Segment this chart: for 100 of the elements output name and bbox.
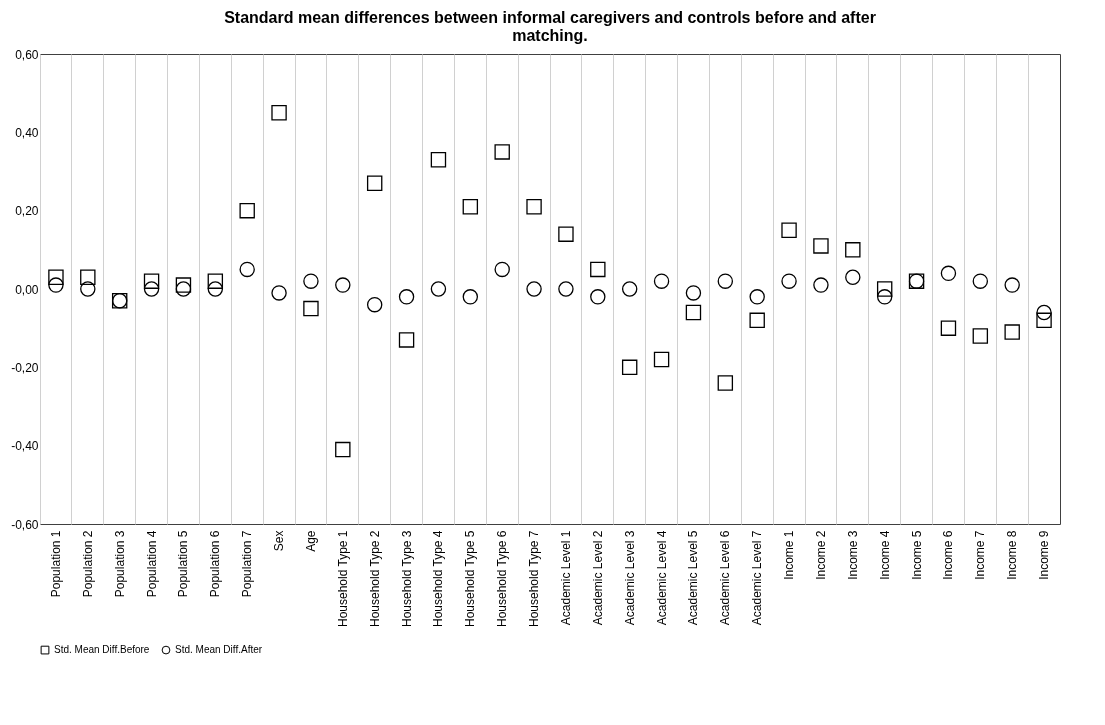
x-tick-label: Household Type 3	[399, 530, 414, 628]
x-tick-label: Household Type 4	[431, 530, 446, 628]
point	[462, 289, 479, 305]
point	[749, 312, 765, 329]
x-tick-label: Population 6	[208, 530, 223, 598]
point	[239, 261, 255, 278]
x-tick-label: Income 4	[877, 530, 892, 580]
x-tick-label: Academic Level 3	[622, 530, 637, 626]
point	[1004, 324, 1020, 340]
y-tick-label: -0,20	[11, 360, 39, 375]
x-tick-label: Income 2	[813, 530, 828, 580]
x-tick-label: Household Type 6	[495, 530, 510, 628]
point	[335, 441, 351, 458]
legend-label: Std. Mean Diff.After	[175, 644, 263, 656]
legend-label: Std. Mean Diff.Before	[54, 644, 150, 656]
point	[685, 304, 702, 321]
x-tick-label: Academic Level 4	[654, 530, 669, 626]
text: Standard mean differences between informal caregivers and controls before and after	[224, 9, 876, 26]
point	[48, 269, 64, 285]
point	[972, 328, 989, 344]
x-tick-label: Income 1	[782, 530, 797, 580]
point	[494, 261, 510, 278]
point	[621, 359, 638, 376]
point	[398, 289, 415, 305]
x-tick-label: Income 7	[973, 530, 988, 580]
point	[494, 144, 510, 160]
point	[335, 277, 351, 293]
point	[876, 289, 893, 305]
point	[271, 105, 287, 121]
point	[366, 175, 383, 191]
y-tick-label: -0,40	[11, 439, 39, 454]
x-tick-label: Academic Level 7	[750, 530, 765, 626]
y-tick-label: -0,60	[11, 517, 39, 532]
y-tick-label: 0,40	[15, 125, 39, 140]
point	[717, 273, 734, 289]
x-tick-label: Population 2	[80, 530, 95, 598]
point	[940, 265, 957, 282]
point	[207, 273, 224, 289]
point	[430, 281, 447, 297]
point	[175, 281, 192, 297]
x-tick-label: Income 9	[1037, 530, 1052, 580]
point	[1036, 312, 1052, 329]
point	[1004, 277, 1020, 293]
point	[781, 222, 797, 238]
point	[80, 281, 96, 297]
point	[653, 273, 670, 289]
x-tick-label: Household Type 5	[463, 530, 478, 628]
x-tick-label: Income 3	[845, 530, 860, 580]
x-tick-label: Household Type 1	[335, 530, 350, 628]
point	[558, 281, 574, 297]
y-tick-label: 0,00	[15, 282, 39, 297]
point	[621, 281, 638, 297]
text: matching.	[512, 27, 588, 44]
point	[813, 238, 829, 254]
x-tick-label: Population 4	[144, 530, 159, 598]
point	[590, 261, 606, 278]
x-tick-label: Population 7	[240, 530, 255, 598]
x-tick-label: Population 5	[176, 530, 191, 598]
x-tick-label: Income 5	[909, 530, 924, 580]
point	[653, 351, 670, 368]
point	[845, 242, 861, 258]
point	[717, 375, 734, 391]
x-tick-label: Academic Level 5	[686, 530, 701, 626]
point	[972, 273, 989, 289]
point	[685, 285, 702, 301]
y-tick-label: 0,20	[15, 204, 39, 219]
point	[430, 152, 447, 168]
point	[526, 281, 542, 297]
point	[590, 289, 606, 305]
point	[558, 226, 574, 242]
point	[462, 199, 479, 215]
point	[876, 281, 893, 297]
x-tick-label: Age	[303, 530, 318, 552]
point	[143, 273, 160, 289]
point	[143, 281, 160, 297]
point	[366, 296, 383, 313]
y-tick-label: 0,60	[15, 47, 39, 62]
point	[175, 277, 192, 293]
point	[845, 269, 861, 285]
x-tick-label: Population 3	[112, 530, 127, 598]
point	[813, 277, 829, 293]
point	[303, 300, 319, 317]
point	[940, 320, 957, 336]
point	[781, 273, 797, 289]
x-tick-label: Sex	[272, 530, 287, 552]
point	[48, 277, 64, 293]
point	[303, 273, 319, 289]
x-tick-label: Household Type 7	[527, 530, 542, 628]
point	[749, 289, 765, 305]
point	[1036, 304, 1052, 321]
point	[239, 202, 255, 219]
x-tick-label: Academic Level 1	[558, 530, 573, 626]
point	[80, 269, 96, 285]
x-tick-label: Population 1	[48, 530, 63, 598]
x-tick-label: Academic Level 2	[590, 530, 605, 626]
point	[207, 281, 224, 297]
x-tick-label: Income 8	[1005, 530, 1020, 580]
x-tick-label: Academic Level 6	[718, 530, 733, 626]
point	[526, 199, 542, 215]
x-tick-label: Household Type 2	[367, 530, 382, 628]
